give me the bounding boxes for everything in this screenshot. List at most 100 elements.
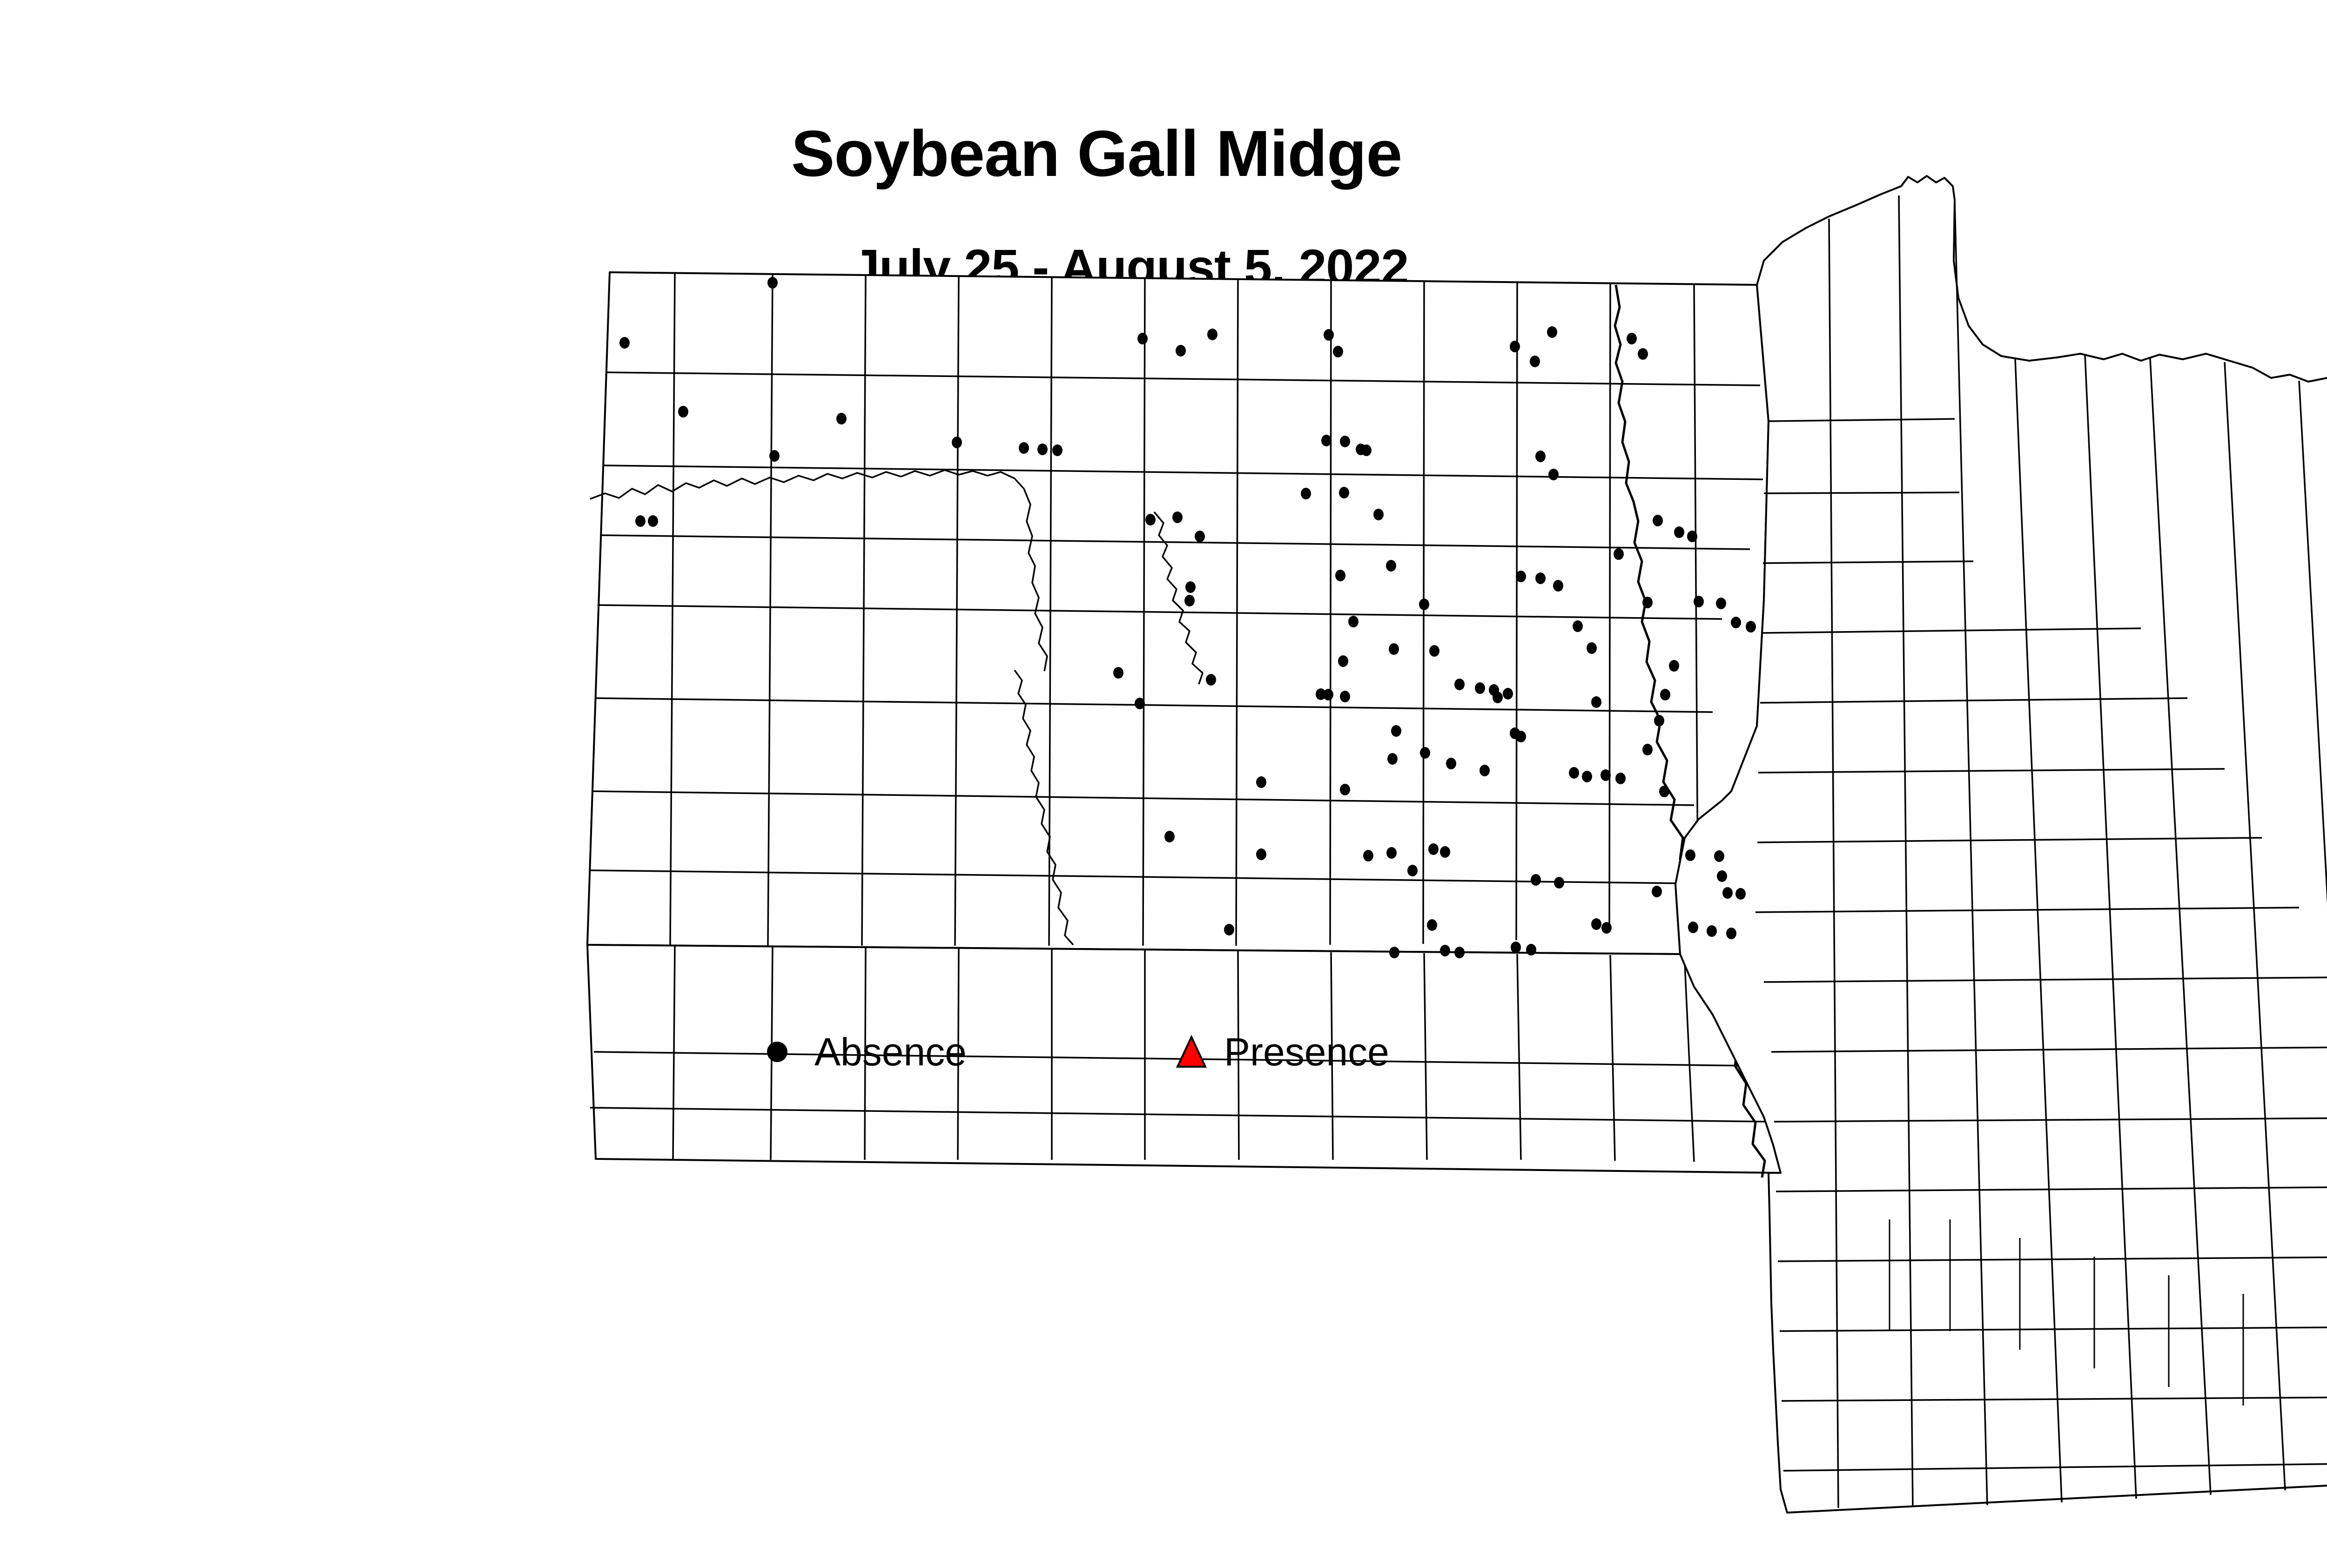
page-title: Soybean Gall Midge (791, 117, 1402, 190)
absence-marker (1052, 444, 1063, 456)
absence-marker (1207, 329, 1217, 340)
legend-item-absence[interactable]: Absence (754, 1024, 967, 1080)
absence-marker (1531, 874, 1541, 886)
absence-marker (1674, 526, 1684, 538)
absence-marker (1716, 598, 1726, 609)
absence-marker (1511, 942, 1521, 953)
absence-marker (1340, 691, 1350, 702)
absence-marker (635, 515, 646, 527)
absence-marker (1642, 744, 1653, 755)
absence-marker (1548, 469, 1559, 480)
absence-marker (1389, 643, 1399, 655)
absence-marker (1659, 786, 1669, 797)
absence-marker (1714, 850, 1724, 862)
absence-marker (1735, 888, 1746, 900)
absence-marker (1206, 674, 1216, 686)
absence-marker (1731, 617, 1741, 628)
absence-marker (1726, 928, 1736, 939)
absence-marker (1185, 581, 1196, 593)
absence-marker (1688, 922, 1698, 933)
absence-marker (1510, 341, 1520, 352)
absence-marker (1176, 345, 1186, 357)
absence-marker (1475, 682, 1485, 694)
absence-marker (1638, 348, 1648, 360)
absence-marker (1685, 849, 1695, 861)
legend-label-absence: Absence (814, 1030, 967, 1074)
absence-marker (1340, 436, 1350, 447)
absence-marker (1301, 488, 1311, 499)
absence-marker (1137, 333, 1148, 344)
absence-marker (769, 450, 780, 462)
absence-marker (1019, 442, 1029, 454)
absence-marker (1660, 689, 1670, 700)
absence-marker (1547, 326, 1557, 338)
absence-marker (1256, 776, 1266, 788)
absence-marker (1687, 531, 1697, 542)
absence-marker (1746, 621, 1756, 633)
absence-marker (1340, 784, 1350, 795)
absence-marker (1324, 329, 1334, 341)
absence-marker (1627, 333, 1637, 344)
legend-label-presence: Presence (1224, 1030, 1389, 1074)
absence-marker (1642, 597, 1653, 608)
absence-marker (836, 413, 847, 424)
absence-marker (648, 515, 658, 527)
absence-marker (1615, 773, 1626, 784)
absence-marker (1554, 877, 1564, 888)
absence-marker (1446, 758, 1456, 769)
absence-marker (1323, 689, 1333, 700)
absence-marker (1722, 887, 1733, 899)
absence-marker (1526, 944, 1536, 956)
absence-marker (1652, 886, 1662, 897)
absence-marker (1224, 924, 1234, 935)
absence-marker (1184, 595, 1195, 606)
absence-marker (1717, 870, 1727, 882)
absence-marker (1339, 487, 1349, 498)
absence-marker (1454, 679, 1465, 690)
absence-marker (1530, 356, 1540, 367)
absence-marker (1429, 645, 1439, 657)
absence-marker (1391, 725, 1401, 737)
absence-marker (1591, 918, 1601, 930)
absence-marker (1653, 515, 1663, 526)
map-legend: Absence Presence (754, 1024, 1499, 1112)
absence-marker (1654, 715, 1664, 727)
absence-marker (1338, 655, 1348, 667)
absence-marker (1407, 865, 1418, 876)
absence-marker (1440, 945, 1450, 956)
absence-marker (1135, 698, 1145, 709)
absence-marker (1387, 753, 1398, 765)
absence-marker (952, 437, 962, 448)
absence-marker (1591, 696, 1601, 708)
absence-marker (1363, 850, 1373, 861)
absence-marker (1348, 616, 1359, 627)
absence-marker (1419, 599, 1429, 610)
absence-marker (1335, 570, 1345, 581)
absence-marker (1489, 684, 1499, 696)
absence-marker (1164, 831, 1175, 842)
absence-marker (1587, 642, 1597, 654)
absence-marker (1480, 765, 1490, 776)
absence-marker (1333, 346, 1343, 357)
legend-item-presence[interactable]: Presence (1164, 1024, 1389, 1080)
absence-marker (1553, 580, 1563, 592)
absence-marker (1145, 514, 1156, 525)
absence-marker (1601, 769, 1611, 781)
absence-marker (1669, 660, 1679, 672)
absence-marker (1573, 620, 1583, 632)
absence-marker (1389, 947, 1399, 958)
absence-marker (1503, 688, 1513, 700)
absence-marker (1361, 444, 1372, 456)
absence-marker (1037, 444, 1048, 455)
absence-marker (1386, 847, 1397, 859)
absence-marker (678, 406, 688, 417)
absence-marker (1440, 846, 1450, 858)
triangle-marker-icon (1164, 1024, 1219, 1080)
absence-marker (1601, 922, 1612, 934)
absence-marker (1582, 771, 1592, 782)
absence-marker (1428, 843, 1439, 855)
absence-marker (1427, 919, 1437, 931)
absence-marker (1373, 509, 1384, 520)
